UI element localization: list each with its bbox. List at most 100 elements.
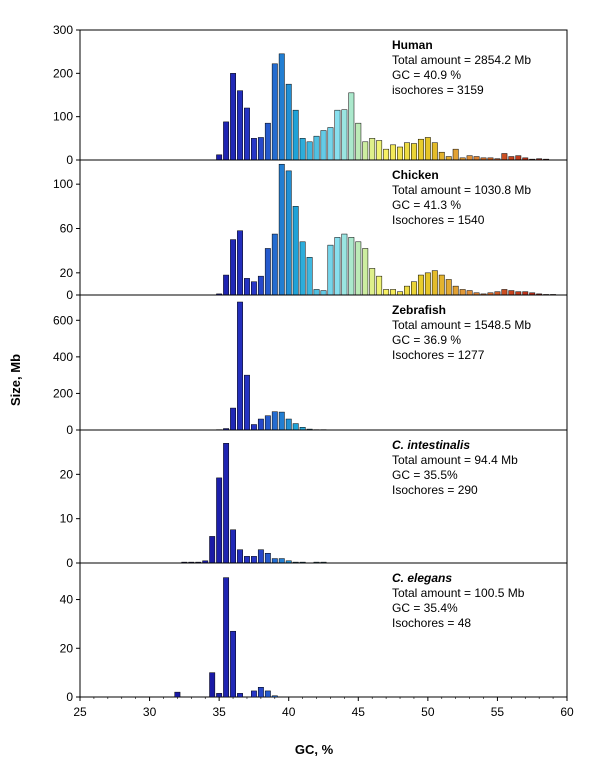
bar	[417, 138, 424, 161]
bar	[251, 424, 257, 431]
bar	[320, 130, 327, 161]
bar	[362, 141, 369, 161]
bar	[244, 374, 250, 431]
bar	[438, 151, 445, 161]
y-tick-label: 600	[53, 313, 73, 327]
x-axis-label: GC, %	[295, 742, 334, 757]
panel-frame	[79, 562, 568, 698]
bar	[355, 241, 362, 296]
bar	[424, 137, 431, 161]
bar	[230, 239, 236, 296]
bar	[362, 248, 369, 296]
panel-annotation-line: Total amount = 100.5 Mb	[392, 586, 525, 600]
bar	[459, 289, 466, 296]
y-tick-label: 20	[60, 641, 74, 655]
y-tick-label: 0	[66, 423, 73, 437]
bar	[334, 109, 341, 161]
bar	[417, 274, 424, 296]
bar	[292, 206, 299, 296]
bar	[216, 477, 223, 564]
panel-annotation-line: GC = 35.4%	[392, 601, 458, 615]
bar	[348, 92, 355, 161]
panel-annotation-line: GC = 35.5%	[392, 468, 458, 482]
bar	[264, 248, 271, 296]
bar	[501, 153, 508, 161]
bar	[230, 529, 236, 564]
panel-title: Chicken	[392, 168, 439, 182]
bar	[431, 270, 438, 296]
bar	[237, 693, 243, 698]
bar	[257, 687, 264, 698]
bar	[299, 241, 306, 296]
y-tick-label: 0	[66, 690, 73, 704]
y-tick-label: 100	[53, 110, 73, 124]
panel-annotation-line: Total amount = 1548.5 Mb	[392, 318, 531, 332]
bar	[264, 552, 271, 564]
panel-annotation-line: Isochores = 48	[392, 616, 471, 630]
bar	[244, 107, 250, 161]
bar	[230, 407, 236, 431]
bar	[515, 155, 522, 161]
panel-annotation-line: Isochores = 1277	[392, 348, 485, 362]
bar	[257, 275, 264, 296]
bar	[285, 83, 292, 161]
bar	[390, 289, 396, 296]
bar	[501, 289, 508, 296]
panel-annotation-line: Isochores = 1540	[392, 213, 485, 227]
bar	[445, 156, 452, 161]
bar	[445, 279, 452, 296]
bar	[230, 630, 236, 698]
panel-title: Human	[392, 38, 433, 52]
bar	[397, 146, 403, 161]
bar	[411, 143, 417, 161]
bar	[209, 672, 216, 698]
y-tick-label: 10	[60, 512, 74, 526]
bar	[327, 244, 334, 296]
x-tick-label: 55	[491, 705, 505, 719]
bar	[438, 274, 445, 296]
bar	[348, 237, 355, 296]
panel-annotation-line: isochores = 3159	[392, 83, 484, 97]
bar	[271, 558, 278, 564]
bar	[237, 230, 243, 296]
x-tick-label: 35	[212, 705, 226, 719]
bar	[264, 415, 271, 431]
bar	[257, 549, 264, 564]
bar	[508, 156, 515, 161]
bar	[313, 135, 320, 161]
bar	[473, 156, 480, 161]
bar	[452, 285, 459, 296]
bar	[257, 418, 264, 431]
x-tick-label: 50	[421, 705, 435, 719]
bar	[251, 281, 257, 296]
bar	[223, 274, 230, 296]
y-axis-label: Size, Mb	[8, 354, 23, 406]
panel-annotation-line: Total amount = 94.4 Mb	[392, 453, 518, 467]
panel-title: C. intestinalis	[392, 438, 470, 452]
bar	[452, 148, 459, 161]
bar	[466, 155, 473, 161]
y-tick-label: 60	[60, 222, 74, 236]
panel-annotation-line: Isochores = 290	[392, 483, 478, 497]
y-tick-label: 400	[53, 350, 73, 364]
bar	[271, 233, 278, 296]
bar	[257, 137, 264, 161]
bar	[376, 140, 383, 161]
bar	[508, 290, 515, 296]
bar	[327, 127, 334, 161]
y-tick-label: 200	[53, 66, 73, 80]
x-tick-label: 40	[282, 705, 296, 719]
bar	[271, 63, 278, 161]
y-tick-label: 20	[60, 266, 74, 280]
bar	[209, 536, 216, 564]
bar	[404, 142, 410, 161]
bar	[369, 268, 376, 296]
bar	[299, 138, 306, 161]
bar	[341, 233, 348, 296]
y-tick-label: 0	[66, 556, 73, 570]
bar	[223, 443, 230, 564]
